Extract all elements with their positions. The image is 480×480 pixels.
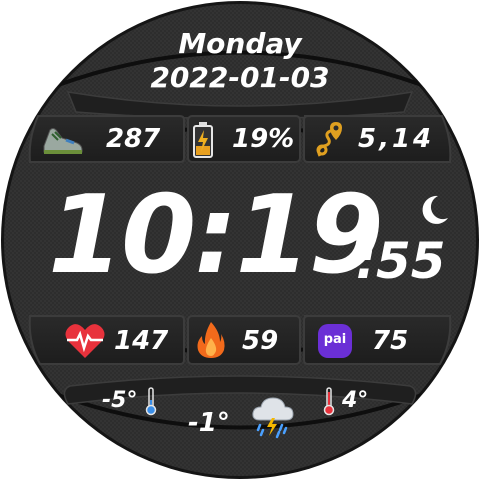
pai-badge-icon: pai — [318, 324, 352, 358]
distance-value: 5,14 — [358, 124, 435, 154]
temp-low-value: -5° — [102, 388, 138, 413]
shoe-icon — [43, 128, 83, 154]
time-seconds: :55 — [356, 232, 446, 290]
thermometer-hot-icon — [323, 387, 335, 416]
thunder-rain-cloud-icon — [252, 397, 294, 439]
heart-rate-value: 147 — [114, 326, 169, 356]
thermometer-cold-icon — [145, 387, 157, 416]
battery-charging-icon — [193, 122, 213, 158]
distance-route-icon — [316, 122, 342, 157]
date-label: 2022-01-03 — [150, 61, 330, 94]
temp-current-value: -1° — [188, 408, 230, 438]
heart-pulse-icon — [65, 324, 105, 358]
steps-value: 287 — [106, 124, 161, 154]
pai-badge-label: pai — [323, 332, 347, 347]
weekday-label: Monday — [178, 27, 302, 60]
time-hours-minutes: 10:19 — [48, 173, 384, 298]
moon-icon — [422, 195, 448, 224]
temp-high-value: 4° — [342, 388, 369, 413]
calories-value: 59 — [242, 326, 279, 356]
battery-value: 19% — [232, 124, 295, 154]
weather-divider — [63, 375, 417, 405]
flame-icon — [197, 322, 225, 358]
pai-value: 75 — [372, 326, 409, 356]
